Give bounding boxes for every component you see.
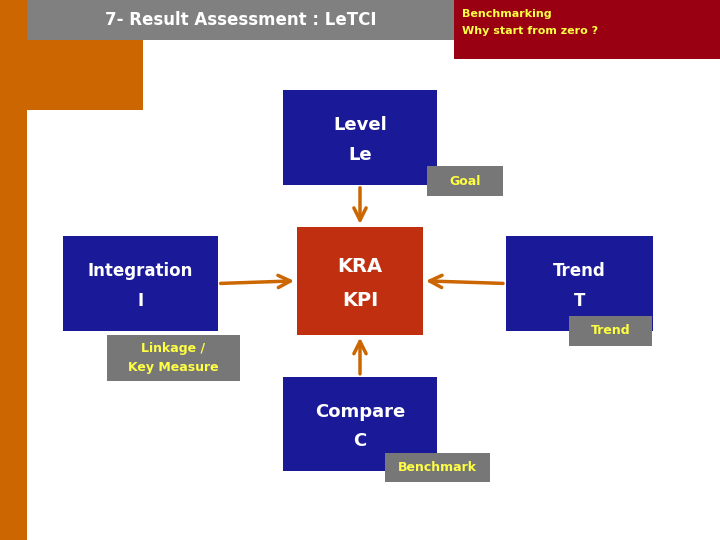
Text: 7- Result Assessment : LeTCI: 7- Result Assessment : LeTCI [104, 11, 377, 29]
Text: Le: Le [348, 146, 372, 164]
FancyBboxPatch shape [0, 243, 158, 540]
FancyBboxPatch shape [427, 166, 503, 196]
FancyBboxPatch shape [385, 453, 490, 482]
Text: T: T [574, 292, 585, 309]
Text: C: C [354, 432, 366, 450]
Text: Benchmark: Benchmark [398, 461, 477, 474]
Text: Integration: Integration [88, 262, 193, 280]
FancyBboxPatch shape [0, 0, 143, 110]
Text: KPI: KPI [342, 291, 378, 310]
FancyBboxPatch shape [297, 227, 423, 335]
FancyBboxPatch shape [0, 281, 130, 540]
FancyBboxPatch shape [27, 0, 454, 40]
Text: I: I [138, 292, 143, 309]
Text: KRA: KRA [338, 257, 382, 276]
Text: Level: Level [333, 117, 387, 134]
FancyBboxPatch shape [569, 316, 652, 346]
Text: Linkage /: Linkage / [141, 342, 205, 355]
FancyBboxPatch shape [0, 0, 27, 540]
FancyBboxPatch shape [107, 335, 240, 381]
FancyBboxPatch shape [283, 90, 438, 185]
Text: Trend: Trend [553, 262, 606, 280]
Text: Compare: Compare [315, 403, 405, 421]
FancyBboxPatch shape [283, 377, 438, 471]
FancyBboxPatch shape [27, 40, 720, 540]
Text: Trend: Trend [590, 324, 630, 338]
FancyBboxPatch shape [454, 0, 720, 59]
Text: Goal: Goal [449, 174, 480, 188]
FancyBboxPatch shape [63, 237, 217, 330]
FancyBboxPatch shape [505, 237, 654, 330]
Text: Key Measure: Key Measure [128, 361, 218, 374]
Text: Benchmarking: Benchmarking [462, 9, 552, 19]
Text: Why start from zero ?: Why start from zero ? [462, 26, 598, 36]
